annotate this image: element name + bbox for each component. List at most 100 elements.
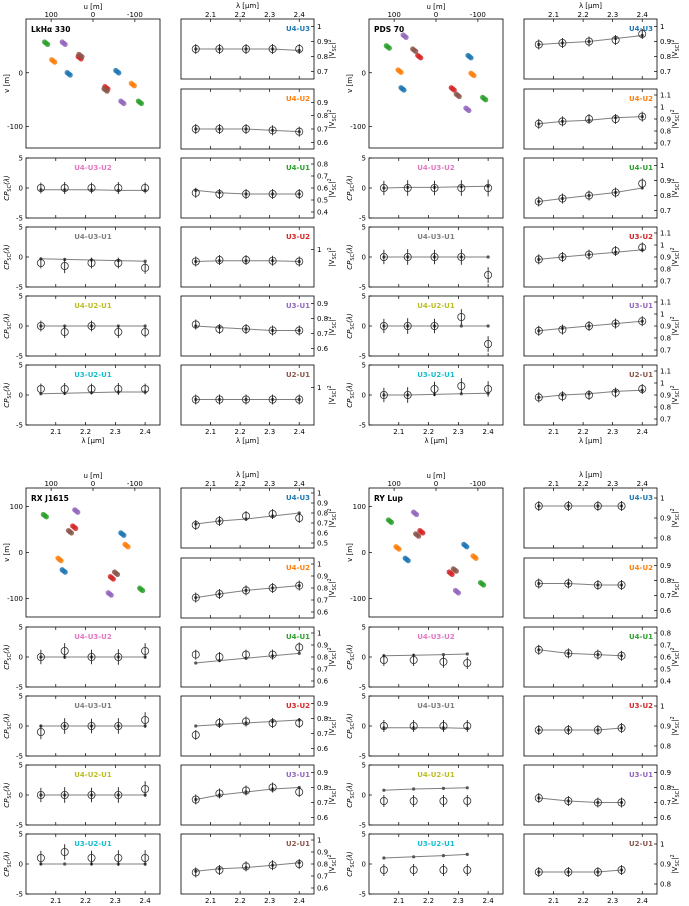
vis-axis-sup: 2 (670, 39, 676, 42)
baseline-label: U4-U1 (286, 164, 310, 172)
uv-point-marker (464, 544, 470, 550)
vis-axis-bar: | (328, 720, 336, 722)
vis-data-point (534, 393, 543, 402)
cp-model-point (441, 786, 446, 791)
uv-point-marker (140, 587, 146, 594)
uv-point-marker (413, 511, 420, 518)
cp-tick-label: -5 (359, 684, 366, 692)
vis-axis-sub: SC (332, 859, 338, 866)
cp-data-point (379, 183, 388, 192)
cp-data-point (36, 384, 45, 393)
vis-tick-label: 1.1 (660, 230, 671, 238)
cp-model-point (412, 787, 416, 791)
vis-data-point (295, 514, 304, 523)
cp-data-point (60, 261, 69, 270)
lambda-bottom-tick-label: 2.4 (294, 428, 306, 436)
triangle-label: U3-U2-U1 (417, 840, 455, 848)
cp-tick-label: -5 (16, 284, 23, 292)
lambda-bottom-tick-label: 2.4 (483, 428, 495, 436)
v-tick-label: -100 (350, 595, 366, 603)
cp-tick-label: 0 (19, 861, 23, 869)
lambda-top-tick-label: 2.3 (264, 11, 275, 19)
uv-plane-frame (368, 18, 504, 149)
vis-axis-label: |VSC|2 (327, 39, 338, 58)
uv-point-marker (466, 107, 472, 114)
uv-plane-frame (25, 18, 161, 149)
vis-data-point (585, 115, 594, 124)
vis-tick-label: 1 (660, 23, 664, 31)
vis-tick-label: 0.7 (660, 207, 671, 215)
vis-axis-sub: SC (332, 513, 338, 520)
vis-tick-label: 1 (660, 104, 664, 112)
lambda-bottom-tick-label: 2.2 (578, 897, 589, 905)
triangle-label: U4-U3-U2 (74, 633, 112, 641)
vis-data-point (191, 795, 200, 804)
vis-axis-label: |VSC|2 (670, 39, 681, 58)
cp-axis-suffix: (λ) (346, 382, 354, 392)
baseline-label: U3-U1 (629, 771, 653, 779)
u-tick-label: 100 (44, 480, 57, 488)
cp-tick-label: -5 (359, 891, 366, 899)
baseline-label: U4-U3 (286, 25, 310, 33)
uv-point-marker (138, 100, 144, 107)
lambda-bottom-tick-label: 2.2 (80, 897, 91, 905)
lambda-bottom-tick-label: 2.3 (110, 897, 121, 905)
vis-data-point (215, 789, 224, 798)
cp-data-point (60, 384, 69, 393)
vis-axis-sup: 2 (327, 39, 333, 42)
cp-data-point (430, 183, 439, 192)
baseline-label: U3-U2 (629, 702, 653, 710)
vis-axis-sub: SC (675, 790, 681, 797)
vis-data-point (593, 501, 602, 510)
vis-data-point (564, 579, 573, 588)
lambda-bottom-tick-label: 2.4 (637, 428, 649, 436)
vis-data-point (191, 188, 200, 197)
u-tick-label: -100 (127, 11, 143, 19)
cp-axis-suffix: (λ) (346, 244, 354, 254)
triangle-label: U3-U2-U1 (417, 371, 455, 379)
uv-point-marker (73, 525, 79, 531)
vis-axis-sup: 2 (327, 109, 333, 112)
vis-tick-label: 1 (660, 311, 664, 319)
vis-data-point (534, 868, 543, 877)
cp-data-point (36, 854, 45, 863)
vis-axis-bar: | (671, 251, 679, 253)
cp-tick-label: -5 (16, 891, 23, 899)
vis-data-point (215, 324, 224, 333)
vis-tick-label: 0.9 (660, 769, 671, 777)
lambda-top-tick-label: 2.2 (578, 11, 589, 19)
uv-point-marker (108, 592, 114, 598)
vis-axis-label: |VSC|2 (670, 316, 681, 335)
vis-data-point (638, 112, 647, 121)
vis-data-point (242, 586, 251, 595)
uv-point-u3-u2 (417, 527, 426, 536)
vis-model-line (538, 187, 643, 202)
vis-data-point (611, 319, 620, 328)
vis-tick-label: 0.8 (660, 784, 671, 792)
vis-tick-label: 0.8 (660, 630, 671, 638)
lambda-top-label: λ [μm] (236, 2, 259, 10)
cp-axis-label: CPSC(λ) (3, 313, 13, 339)
cp-axis-sub: SC (350, 722, 356, 729)
uv-point-u4-u2 (55, 555, 64, 564)
cp-data-point (87, 854, 96, 863)
vis-data-point (268, 509, 277, 518)
cp-data-point (141, 263, 150, 272)
uv-point-u4-u1 (385, 517, 395, 525)
cp-data-point (379, 722, 388, 731)
uv-point-marker (75, 509, 81, 515)
cp-data-point (430, 384, 439, 393)
vis-data-point (215, 45, 224, 54)
cp-data-point (141, 716, 150, 725)
vis-axis-bar: | (328, 858, 336, 860)
vis-axis-label: |VSC|2 (670, 109, 681, 128)
uv-point-marker (401, 87, 407, 93)
vis-axis-label: |VSC|2 (670, 178, 681, 197)
vis-tick-label: 0.8 (660, 535, 671, 543)
vis-data-point (242, 395, 251, 404)
cp-axis-suffix: (λ) (3, 175, 11, 185)
cp-axis-sub: SC (7, 722, 13, 729)
cp-tick-label: 5 (362, 762, 366, 770)
lambda-top-label: λ [μm] (236, 471, 259, 479)
vis-axis-sup: 2 (670, 854, 676, 857)
